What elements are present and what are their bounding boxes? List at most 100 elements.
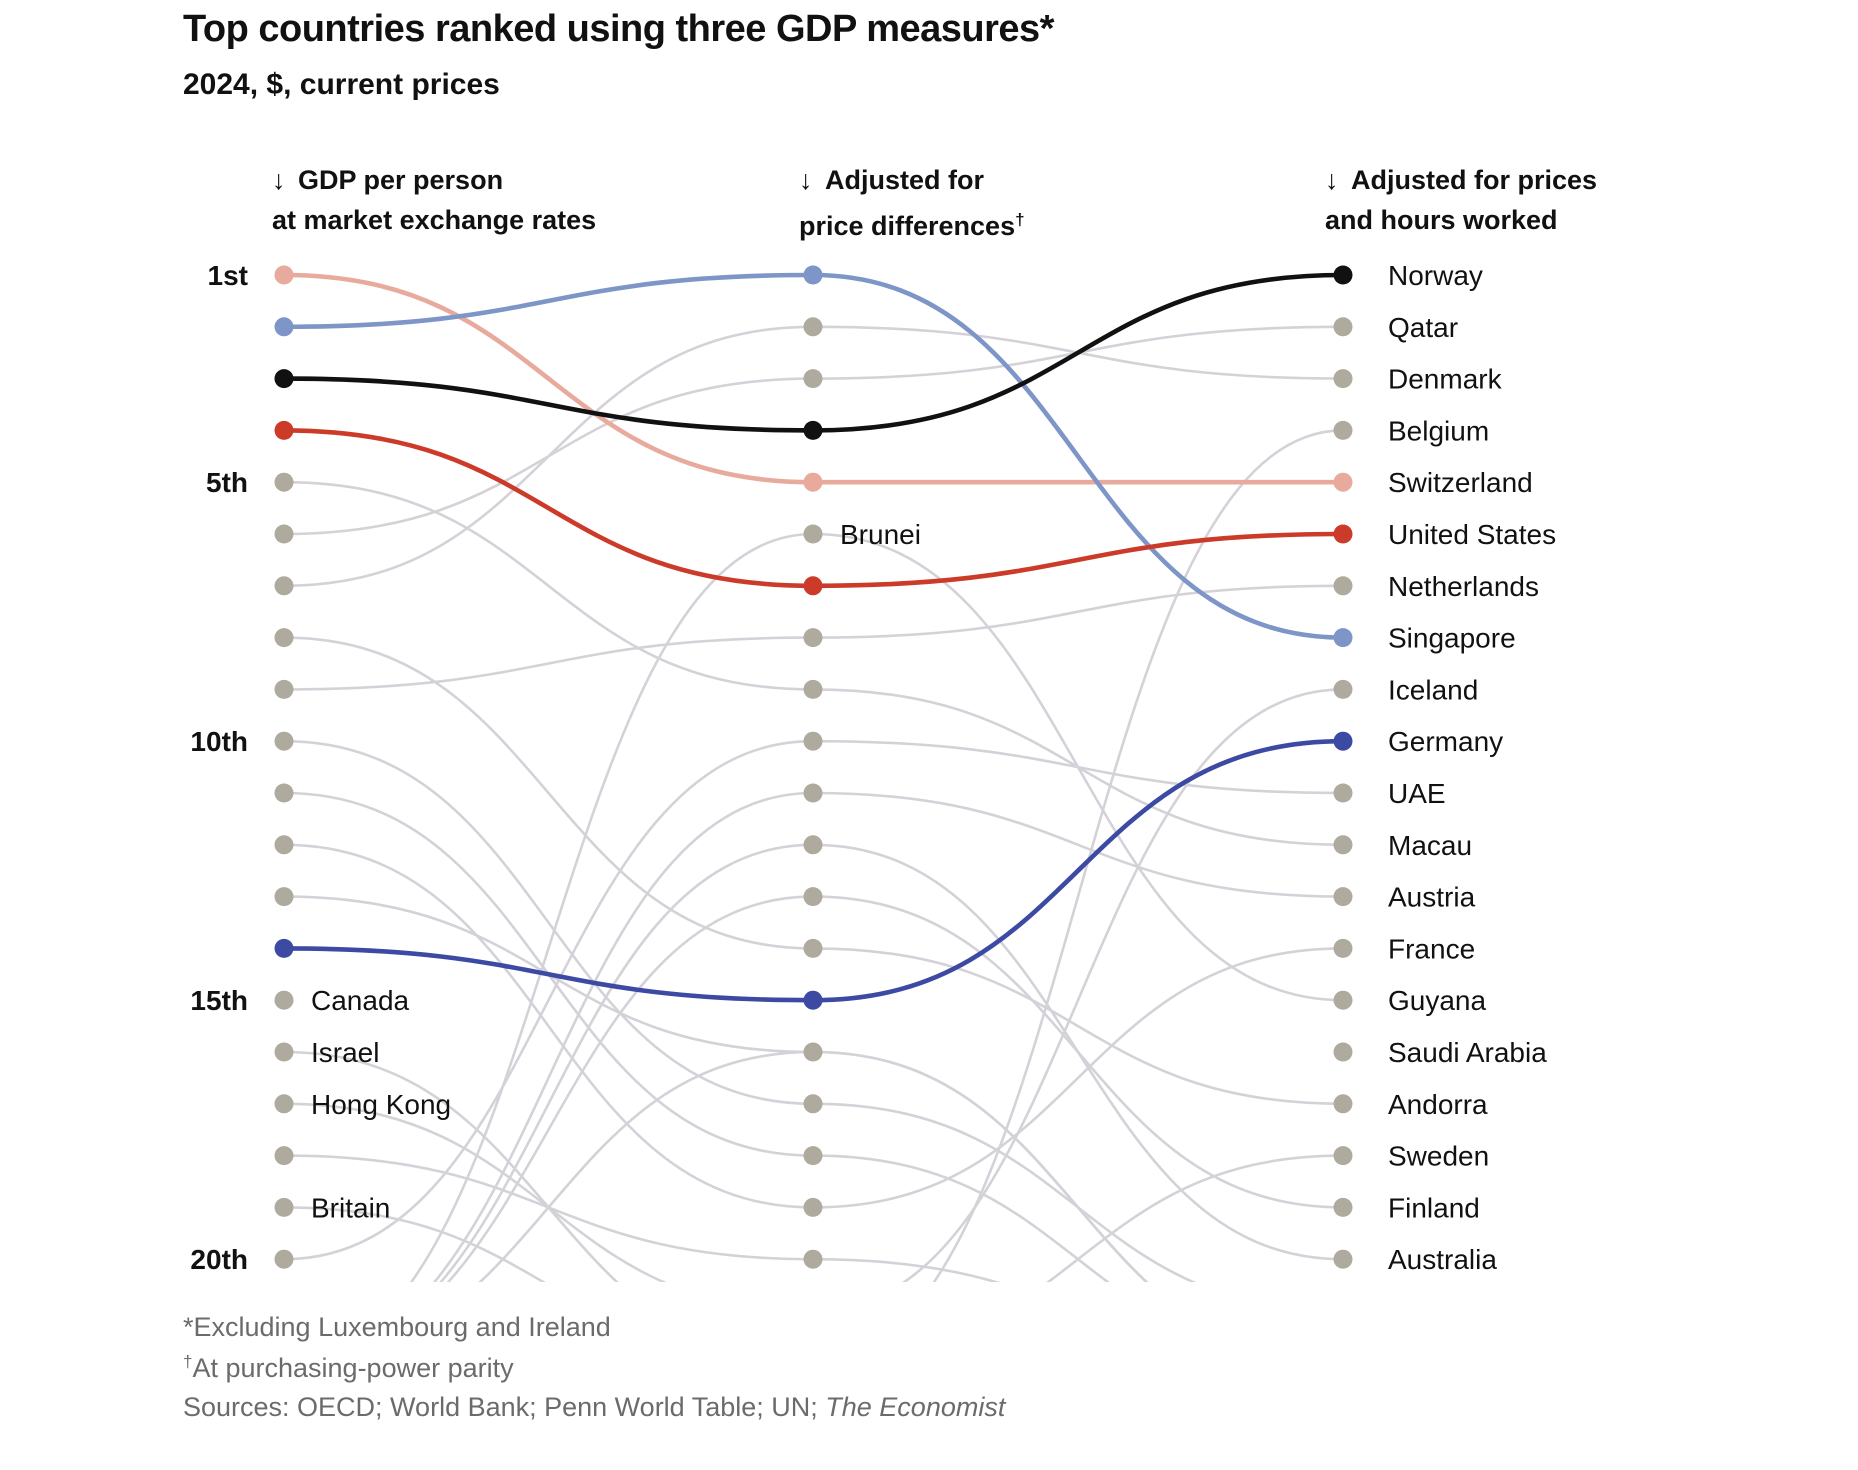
point-c2-r15	[1333, 990, 1353, 1010]
point-c2-r6	[1333, 524, 1353, 544]
point-c0-r17	[274, 1094, 294, 1114]
point-c0-r2	[274, 317, 294, 337]
point-c0-r10	[274, 731, 294, 751]
point-c0-r18	[274, 1146, 294, 1166]
point-c0-r1	[274, 265, 294, 285]
footnote-ppp-text: At purchasing-power parity	[192, 1353, 514, 1383]
series-line-bg-10	[283, 688, 1344, 1282]
point-c1-r3	[803, 369, 823, 389]
country-label: France	[1388, 933, 1475, 964]
column-header-line2: price differences	[799, 211, 1016, 241]
series-line-germany	[283, 738, 1344, 1003]
point-c2-r17	[1333, 1094, 1353, 1114]
country-label: UAE	[1388, 778, 1446, 809]
point-c0-r7	[274, 576, 294, 596]
country-label: United States	[1388, 519, 1556, 550]
series-line-singapore	[283, 272, 1344, 640]
rank-label: 15th	[190, 985, 248, 1016]
country-label: Austria	[1388, 882, 1476, 913]
point-c0-r4	[274, 420, 294, 440]
point-c0-r6	[274, 524, 294, 544]
country-label: Finland	[1388, 1192, 1480, 1223]
sources-text: Sources: OECD; World Bank; Penn World Ta…	[183, 1392, 826, 1422]
rank-label: 20th	[190, 1244, 248, 1275]
column-header-market-rates: ↓ GDP per person at market exchange rates	[272, 160, 596, 240]
sources-note: Sources: OECD; World Bank; Penn World Ta…	[183, 1392, 1005, 1423]
point-c1-r11	[803, 783, 823, 803]
point-c1-r6	[803, 524, 823, 544]
point-c1-r17	[803, 1094, 823, 1114]
point-c0-r9	[274, 679, 294, 699]
point-c0-r19	[274, 1197, 294, 1217]
point-c2-r19	[1333, 1197, 1353, 1217]
chart-labels: 1st 5th 10th 15th 20th Canada Israel Hong Kong B…	[190, 260, 1556, 1275]
point-c2-r18	[1333, 1146, 1353, 1166]
point-c0-r5	[274, 472, 294, 492]
point-c2-r14	[1333, 938, 1353, 958]
country-label: Denmark	[1388, 364, 1503, 395]
column-header-line1: Adjusted for prices	[1351, 165, 1598, 195]
country-label: Sweden	[1388, 1141, 1489, 1172]
sources-publisher: The Economist	[825, 1392, 1006, 1422]
column-header-price-adjusted: ↓ Adjusted for price differences†	[799, 160, 1025, 246]
point-c2-r16	[1333, 1042, 1353, 1062]
rank-label: 1st	[208, 260, 248, 291]
dagger-mark: †	[1015, 210, 1025, 229]
series-line-bg-13	[283, 739, 1344, 1261]
dagger-mark: †	[183, 1352, 193, 1371]
country-label: Iceland	[1388, 674, 1478, 705]
country-label: Saudi Arabia	[1388, 1037, 1547, 1068]
point-c1-r19	[803, 1197, 823, 1217]
point-c0-r12	[274, 835, 294, 855]
series-line-bg-15	[446, 895, 1344, 1282]
point-c2-r10	[1333, 731, 1353, 751]
point-c2-r1	[1333, 265, 1353, 285]
point-c0-r3	[274, 369, 294, 389]
country-label: Macau	[1388, 830, 1472, 861]
point-label: Britain	[311, 1192, 390, 1223]
chart-title: Top countries ranked using three GDP mea…	[183, 8, 1054, 50]
point-c1-r13	[803, 887, 823, 907]
point-c0-r11	[274, 783, 294, 803]
series-line-bg-9	[283, 429, 1344, 1282]
point-label: Hong Kong	[311, 1089, 451, 1120]
point-c2-r13	[1333, 887, 1353, 907]
footnote-exclusions: *Excluding Luxembourg and Ireland	[183, 1312, 611, 1342]
point-c2-r11	[1333, 783, 1353, 803]
series-line-bg-5	[283, 739, 1197, 1282]
point-c0-r14	[274, 938, 294, 958]
rank-label: 10th	[190, 726, 248, 757]
country-label: Norway	[1388, 260, 1483, 291]
country-label: Switzerland	[1388, 467, 1533, 498]
series-line-bg-16	[432, 791, 1344, 1282]
point-c2-r20	[1333, 1249, 1353, 1269]
point-c1-r5	[803, 472, 823, 492]
point-c1-r7	[803, 576, 823, 596]
point-c2-r8	[1333, 628, 1353, 648]
point-c0-r16	[274, 1042, 294, 1062]
point-c2-r2	[1333, 317, 1353, 337]
country-label: Belgium	[1388, 415, 1489, 446]
point-c2-r4	[1333, 420, 1353, 440]
point-c1-r4	[803, 420, 823, 440]
point-c0-r13	[274, 887, 294, 907]
point-c1-r1	[803, 265, 823, 285]
point-c1-r16	[803, 1042, 823, 1062]
point-c0-r15	[274, 990, 294, 1010]
column-header-line1: GDP per person	[298, 165, 504, 195]
chart-subtitle: 2024, $, current prices	[183, 68, 500, 101]
series-line-bg-2	[283, 325, 1344, 588]
point-label: Canada	[311, 985, 410, 1016]
column-header-line2: at market exchange rates	[272, 205, 597, 235]
point-c2-r12	[1333, 835, 1353, 855]
series-line-norway	[283, 272, 1344, 433]
series-dots	[274, 265, 1353, 1269]
country-label: Netherlands	[1388, 571, 1539, 602]
point-c2-r5	[1333, 472, 1353, 492]
point-label: Brunei	[840, 519, 921, 550]
column-header-hours-adjusted: ↓ Adjusted for prices and hours worked	[1325, 160, 1597, 240]
series-line-bg-17	[409, 532, 1344, 1282]
point-c1-r14	[803, 938, 823, 958]
country-label: Qatar	[1388, 312, 1458, 343]
